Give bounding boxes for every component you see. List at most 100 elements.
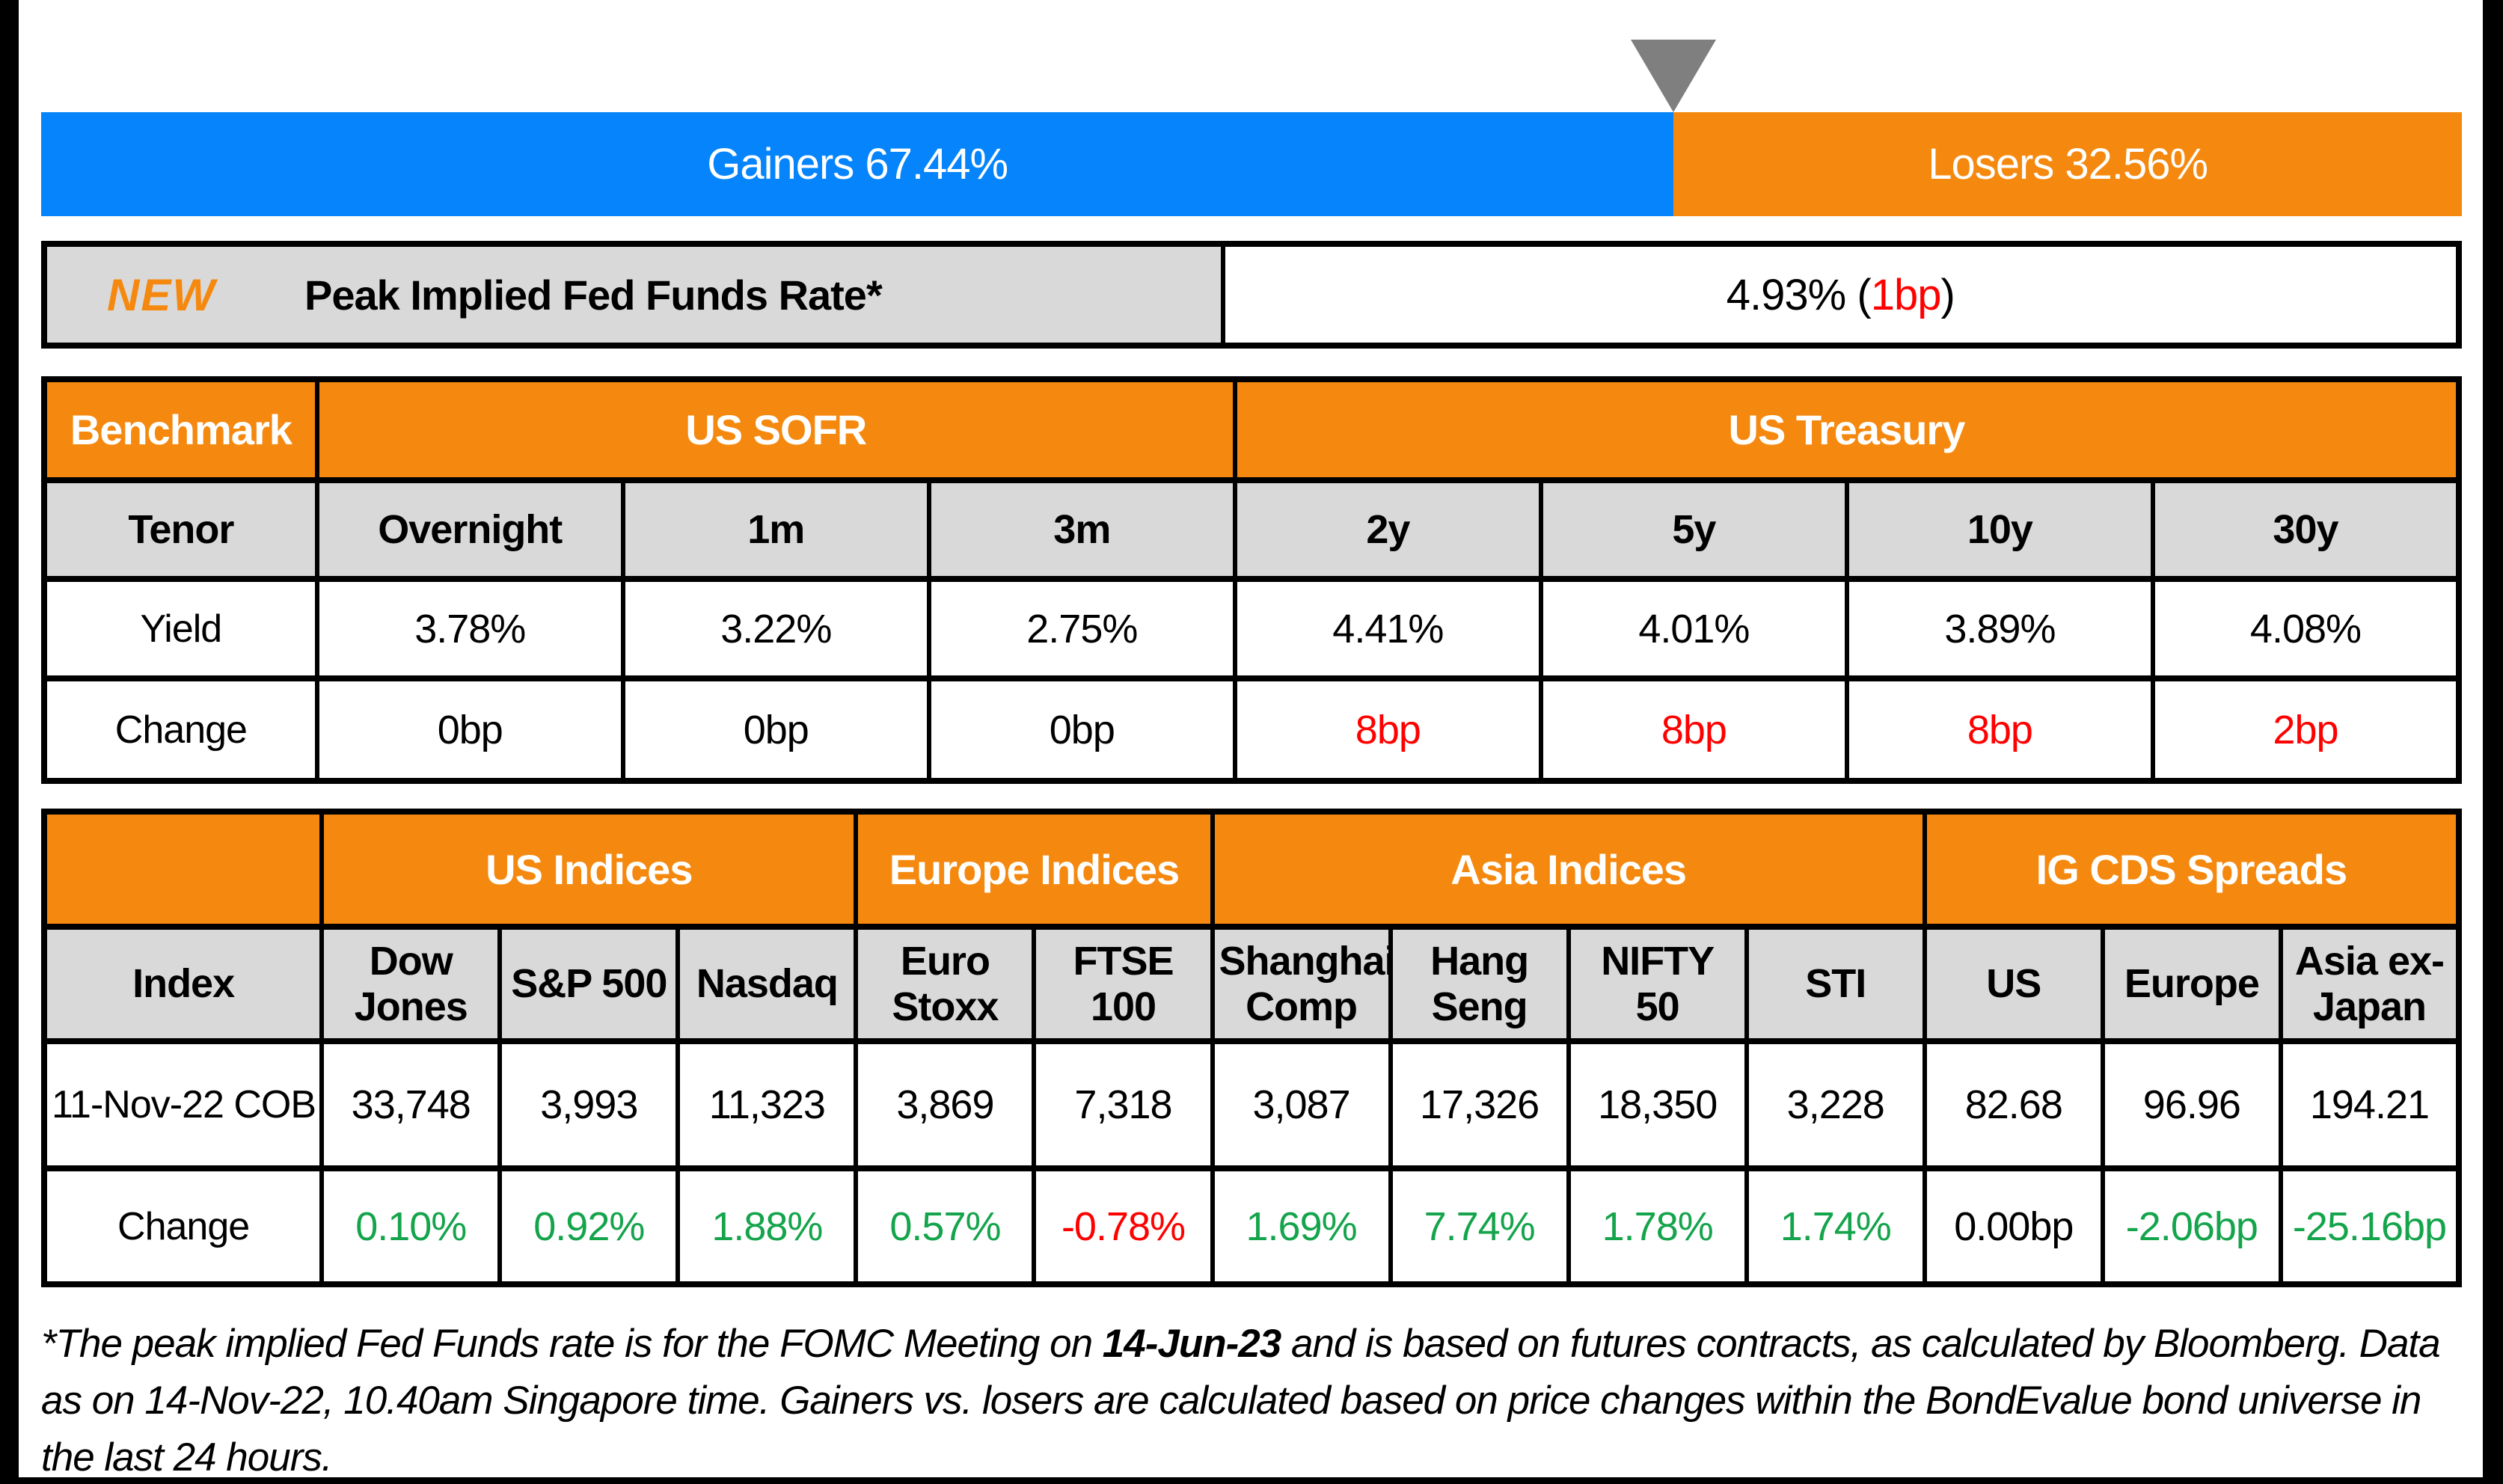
index-value-cell: 11,323 (675, 1038, 859, 1171)
index-value-cell: 17,326 (1388, 1038, 1571, 1171)
yield-cell: 4.41% (1232, 576, 1543, 681)
change-cell: 0.57% (854, 1165, 1037, 1287)
index-value-cell: 7,318 (1032, 1038, 1215, 1171)
yield-cell: 3.78% (314, 576, 625, 681)
group-header-europe-indices: Europe Indices (854, 809, 1215, 930)
change-cell: 2bp (2150, 675, 2462, 784)
benchmark-table: Benchmark US SOFR US Treasury Tenor Over… (41, 376, 2462, 784)
tenor-cell: 1m (620, 477, 931, 582)
index-name-cell: STI (1744, 924, 1927, 1044)
benchmark-change-row-label: Change (42, 675, 319, 784)
index-value-cell: 3,228 (1744, 1038, 1927, 1171)
gainers-label: Gainers 67.44% (707, 140, 1008, 188)
index-name-cell: Europe (2100, 924, 2283, 1044)
gainers-segment: Gainers 67.44% (41, 112, 1674, 216)
index-name-cell: US (1922, 924, 2105, 1044)
index-name-cell: FTSE 100 (1032, 924, 1215, 1044)
index-name-cell: S&P 500 (497, 924, 681, 1044)
yield-cell: 4.08% (2150, 576, 2462, 681)
index-name-cell: Dow Jones (319, 924, 503, 1044)
group-header-us-indices: US Indices (319, 809, 859, 930)
stacked-bar: Gainers 67.44% Losers 32.56% (41, 112, 2462, 216)
benchmark-change-row: Change 0bp 0bp 0bp 8bp 8bp 8bp 2bp (42, 675, 2462, 784)
tenor-cell: 2y (1232, 477, 1543, 582)
index-name-row: Index Dow Jones S&P 500 Nasdaq Euro Stox… (41, 924, 2462, 1044)
change-cell: 7.74% (1388, 1165, 1571, 1287)
change-cell: -25.16bp (2278, 1165, 2462, 1287)
losers-segment: Losers 32.56% (1673, 112, 2462, 216)
content-area: Gainers 67.44% Losers 32.56% NEW Peak Im… (41, 0, 2462, 1480)
group-header-us-treasury: US Treasury (1232, 376, 2462, 483)
change-cell: 0bp (926, 675, 1237, 784)
fed-funds-label-cell: NEW Peak Implied Fed Funds Rate* (47, 247, 1225, 343)
tenor-cell: Overnight (314, 477, 625, 582)
change-cell: 1.88% (675, 1165, 859, 1287)
index-name-cell: Shanghai Comp (1210, 924, 1396, 1044)
split-marker-icon (1631, 40, 1717, 112)
footnote-part2: and is based on futures contracts, as ca… (41, 1322, 2441, 1480)
tenor-cell: 10y (1844, 477, 2155, 582)
tenor-cell: 3m (926, 477, 1237, 582)
index-value-cell: 18,350 (1566, 1038, 1749, 1171)
new-badge: NEW (107, 269, 216, 320)
index-value-cell: 82.68 (1922, 1038, 2105, 1171)
fed-funds-label: Peak Implied Fed Funds Rate* (304, 271, 883, 319)
group-header-asia-indices: Asia Indices (1210, 809, 1927, 930)
cob-row-label: 11-Nov-22 COB (41, 1038, 325, 1171)
change-cell: 1.78% (1566, 1165, 1749, 1287)
index-row-label: Index (41, 924, 325, 1044)
change-cell: 1.69% (1210, 1165, 1393, 1287)
change-cell: 0bp (620, 675, 931, 784)
footnote-part1: *The peak implied Fed Funds rate is for … (41, 1322, 1103, 1366)
change-cell: 8bp (1538, 675, 1849, 784)
index-value-cell: 3,869 (854, 1038, 1037, 1171)
footnote: *The peak implied Fed Funds rate is for … (41, 1316, 2462, 1480)
indices-corner-cell (41, 809, 325, 930)
index-value-row: 11-Nov-22 COB 33,748 3,993 11,323 3,869 … (41, 1038, 2462, 1171)
index-value-cell: 33,748 (319, 1038, 503, 1171)
index-name-cell: Nasdaq (675, 924, 859, 1044)
fed-funds-row: NEW Peak Implied Fed Funds Rate* 4.93% (… (41, 241, 2462, 349)
index-value-cell: 194.21 (2278, 1038, 2462, 1171)
index-value-cell: 96.96 (2100, 1038, 2283, 1171)
paren-close: ) (1940, 270, 1955, 319)
group-header-ig-cds-spreads: IG CDS Spreads (1922, 809, 2462, 930)
fed-funds-value-cell: 4.93% (1bp) (1225, 247, 2456, 343)
index-name-cell: Asia ex-Japan (2278, 924, 2462, 1044)
change-cell: -2.06bp (2100, 1165, 2283, 1287)
index-name-cell: NIFTY 50 (1566, 924, 1749, 1044)
tenor-cell: 30y (2150, 477, 2462, 582)
change-cell: 8bp (1844, 675, 2155, 784)
index-value-cell: 3,087 (1210, 1038, 1393, 1171)
indices-group-header-row: US Indices Europe Indices Asia Indices I… (41, 809, 2462, 930)
yield-row: Yield 3.78% 3.22% 2.75% 4.41% 4.01% 3.89… (42, 576, 2462, 681)
indices-change-row-label: Change (41, 1165, 325, 1287)
change-cell: 8bp (1232, 675, 1543, 784)
benchmark-corner-cell: Benchmark (42, 376, 319, 483)
yield-row-label: Yield (42, 576, 319, 681)
yield-cell: 4.01% (1538, 576, 1849, 681)
yield-cell: 2.75% (926, 576, 1237, 681)
gainers-losers-bar: Gainers 67.44% Losers 32.56% (41, 40, 2462, 216)
tenor-cell: 5y (1538, 477, 1849, 582)
change-cell: 1.74% (1744, 1165, 1927, 1287)
indices-table: US Indices Europe Indices Asia Indices I… (41, 809, 2462, 1287)
change-cell: 0.00bp (1922, 1165, 2105, 1287)
benchmark-group-header-row: Benchmark US SOFR US Treasury (42, 376, 2462, 483)
fed-funds-change: 1bp (1870, 270, 1942, 319)
yield-cell: 3.89% (1844, 576, 2155, 681)
yield-cell: 3.22% (620, 576, 931, 681)
tenor-row-label: Tenor (42, 477, 319, 582)
tenor-header-row: Tenor Overnight 1m 3m 2y 5y 10y 30y (42, 477, 2462, 582)
index-name-cell: Euro Stoxx (854, 924, 1037, 1044)
fed-funds-value: 4.93% (1726, 270, 1846, 319)
indices-change-row: Change 0.10% 0.92% 1.88% 0.57% -0.78% 1.… (41, 1165, 2462, 1287)
change-cell: 0.92% (497, 1165, 681, 1287)
footnote-bold-date: 14-Jun-23 (1102, 1322, 1281, 1366)
change-cell: 0.10% (319, 1165, 503, 1287)
change-cell: -0.78% (1032, 1165, 1215, 1287)
index-name-cell: Hang Seng (1388, 924, 1571, 1044)
change-cell: 0bp (314, 675, 625, 784)
group-header-us-sofr: US SOFR (314, 376, 1237, 483)
